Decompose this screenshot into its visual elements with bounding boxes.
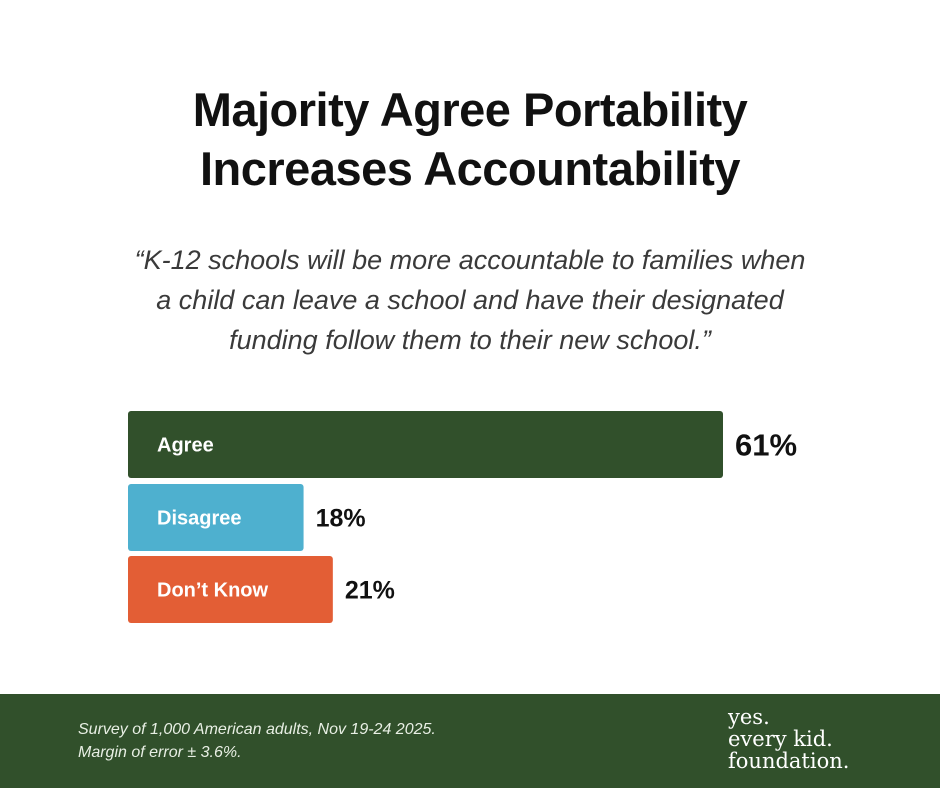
quote-line-2: a child can leave a school and have thei… bbox=[156, 285, 784, 315]
quote-line-3: funding follow them to their new school.… bbox=[229, 325, 711, 355]
value-label-disagree: 18% bbox=[316, 505, 366, 533]
bar-label-agree: Agree bbox=[157, 435, 214, 457]
survey-note: Survey of 1,000 American adults, Nov 19-… bbox=[78, 718, 436, 764]
logo-line-3: foundation. bbox=[728, 749, 850, 773]
bar-don-t-know bbox=[128, 556, 333, 623]
bar-label-disagree: Disagree bbox=[157, 508, 242, 530]
value-label-agree: 61% bbox=[735, 428, 797, 463]
value-label-don-t-know: 21% bbox=[345, 577, 395, 605]
logo-line-1: yes. bbox=[728, 705, 770, 729]
title-line-2: Increases Accountability bbox=[199, 142, 741, 195]
bar-label-don-t-know: Don’t Know bbox=[157, 580, 269, 602]
note-line-2: Margin of error ± 3.6%. bbox=[78, 744, 242, 761]
quote-line-1: “K-12 schools will be more accountable t… bbox=[134, 245, 806, 275]
note-line-1: Survey of 1,000 American adults, Nov 19-… bbox=[78, 721, 436, 738]
foundation-logo[interactable]: yes. every kid. foundation. bbox=[728, 706, 849, 772]
bar-chart: Agree 61% Disagree 18% Don’t Know 21% bbox=[128, 411, 797, 623]
survey-question: “K-12 schools will be more accountable t… bbox=[60, 240, 880, 360]
bar-agree bbox=[128, 411, 723, 478]
chart-title: Majority Agree Portability Increases Acc… bbox=[0, 80, 940, 198]
bar-disagree bbox=[128, 484, 304, 551]
logo-line-2: every kid. bbox=[728, 727, 833, 751]
footer: Survey of 1,000 American adults, Nov 19-… bbox=[0, 694, 940, 788]
title-line-1: Majority Agree Portability bbox=[192, 83, 748, 136]
